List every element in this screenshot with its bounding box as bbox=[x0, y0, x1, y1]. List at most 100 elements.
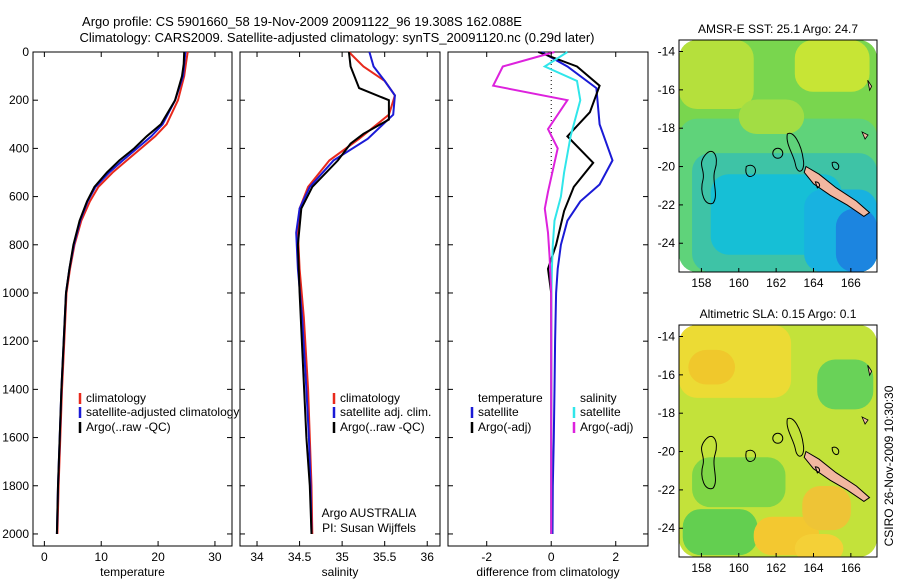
y-tick-label: 1600 bbox=[2, 431, 29, 445]
y-tick-label: -24 bbox=[658, 236, 676, 250]
y-tick-label: 600 bbox=[9, 190, 29, 204]
legend-label: Argo(-adj) bbox=[580, 420, 633, 434]
x-axis-label: difference from climatology bbox=[476, 565, 619, 579]
series-line-argo-raw-qc- bbox=[296, 51, 390, 535]
legend-label: climatology bbox=[340, 391, 400, 405]
field-region bbox=[688, 349, 736, 385]
x-axis-label: salinity bbox=[322, 565, 359, 579]
profile-panel-temperature: 0 10 20 30 0 200 400 600 800 1000 1200 1400 1600 1800… bbox=[2, 45, 239, 579]
y-tick-label: -20 bbox=[658, 160, 676, 174]
x-tick-label: 158 bbox=[691, 276, 711, 290]
legend-label: satellite bbox=[580, 405, 621, 419]
x-tick-label: 34.5 bbox=[288, 550, 312, 564]
legend-label: Argo(..raw -QC) bbox=[340, 420, 425, 434]
y-tick-label: 200 bbox=[9, 93, 29, 107]
x-tick-label: 164 bbox=[803, 276, 823, 290]
y-tick-label: -14 bbox=[658, 330, 676, 344]
map-frame bbox=[678, 39, 878, 273]
legend-label: Argo(-adj) bbox=[478, 420, 531, 434]
x-axis-label: temperature bbox=[100, 565, 165, 579]
field-region bbox=[802, 486, 851, 531]
x-tick-label: 10 bbox=[95, 550, 109, 564]
x-tick-label: 34 bbox=[250, 550, 264, 564]
y-tick-label: -16 bbox=[658, 83, 676, 97]
reef-contour bbox=[786, 417, 805, 457]
y-tick-label: 1000 bbox=[2, 286, 29, 300]
annotation-text: Argo AUSTRALIA bbox=[322, 506, 417, 520]
field-region bbox=[692, 457, 786, 508]
x-tick-label: 166 bbox=[841, 561, 861, 575]
axes-frame bbox=[32, 51, 233, 547]
legend-label: satellite adj. clim. bbox=[340, 405, 431, 419]
x-tick-label: 35.5 bbox=[373, 550, 397, 564]
x-tick-label: 162 bbox=[766, 561, 786, 575]
legend-label: satellite-adjusted climatology bbox=[86, 405, 239, 419]
y-tick-label: 1800 bbox=[2, 479, 29, 493]
reef-contour bbox=[814, 181, 821, 189]
vanuatu-land bbox=[867, 80, 873, 92]
axes-frame bbox=[447, 51, 649, 547]
legend-label: climatology bbox=[86, 391, 146, 405]
reef-contour bbox=[831, 161, 840, 170]
reef-contour bbox=[814, 466, 821, 474]
legend-label: salinity bbox=[580, 391, 617, 405]
x-tick-label: 158 bbox=[691, 561, 711, 575]
x-tick-label: 160 bbox=[729, 276, 749, 290]
x-tick-label: 30 bbox=[208, 550, 222, 564]
map-panel-sla_map: 158 160 162 164 166 -14 -16 -18 -20 -22 -24 Altimet… bbox=[658, 307, 878, 575]
y-tick-label: -18 bbox=[658, 406, 676, 420]
map-field bbox=[679, 40, 877, 272]
field-region bbox=[817, 359, 874, 410]
y-tick-label: -22 bbox=[658, 198, 676, 212]
reef-contour bbox=[701, 150, 717, 205]
x-tick-label: -2 bbox=[481, 550, 492, 564]
y-tick-label: 400 bbox=[9, 141, 29, 155]
y-tick-label: 1400 bbox=[2, 382, 29, 396]
figure-title-line2: Climatology: CARS2009. Satellite-adjuste… bbox=[80, 30, 595, 45]
figure-title-line1: Argo profile: CS 5901660_58 19-Nov-2009 … bbox=[82, 14, 522, 29]
map-title: AMSR-E SST: 25.1 Argo: 24.7 bbox=[698, 22, 858, 36]
profile-panel-salinity: 34 34.5 35 35.5 36 salinity climatologysatelli… bbox=[239, 51, 441, 579]
reef-contour bbox=[786, 132, 805, 172]
x-tick-label: 160 bbox=[729, 561, 749, 575]
x-tick-label: 20 bbox=[151, 550, 165, 564]
new-caledonia-land bbox=[803, 450, 871, 503]
field-region bbox=[679, 40, 754, 110]
map-panel-sst_map: 158 160 162 164 166 -14 -16 -18 -20 -22 -24 AMSR-E … bbox=[658, 22, 878, 290]
axes-frame bbox=[239, 51, 441, 547]
reef-contour bbox=[745, 164, 757, 177]
map-title: Altimetric SLA: 0.15 Argo: 0.1 bbox=[700, 307, 857, 321]
reef-contour bbox=[701, 435, 717, 490]
plot-area: 0 10 20 30020040060080010001200140016001800… bbox=[2, 22, 878, 579]
field-region bbox=[682, 509, 758, 556]
field-region bbox=[738, 99, 805, 134]
annotation-text: PI: Susan Wijffels bbox=[322, 521, 416, 535]
series-line-argo-raw-qc- bbox=[55, 51, 186, 535]
y-tick-label: -14 bbox=[658, 45, 676, 59]
y-tick-label: 1200 bbox=[2, 334, 29, 348]
x-tick-label: 35 bbox=[335, 550, 349, 564]
y-tick-label: -16 bbox=[658, 368, 676, 382]
field-region bbox=[835, 208, 877, 272]
y-tick-label: 0 bbox=[22, 45, 29, 59]
y-tick-label: -24 bbox=[658, 521, 676, 535]
x-tick-label: 0 bbox=[41, 550, 48, 564]
y-tick-label: -22 bbox=[658, 483, 676, 497]
new-caledonia-land bbox=[803, 165, 871, 218]
reef-contour bbox=[745, 449, 757, 462]
y-tick-label: -18 bbox=[658, 121, 676, 135]
map-frame bbox=[678, 324, 878, 558]
legend-label: Argo(..raw -QC) bbox=[86, 420, 171, 434]
series-line-temperature-satellite bbox=[541, 51, 614, 535]
argo-position-marker bbox=[772, 432, 784, 444]
x-tick-label: 2 bbox=[612, 550, 619, 564]
vanuatu-land bbox=[867, 365, 873, 377]
x-tick-label: 164 bbox=[803, 561, 823, 575]
island-land bbox=[861, 131, 869, 140]
argo-position-marker bbox=[772, 147, 784, 159]
map-field bbox=[679, 325, 877, 557]
legend-label: temperature bbox=[478, 391, 543, 405]
field-region bbox=[794, 533, 844, 557]
